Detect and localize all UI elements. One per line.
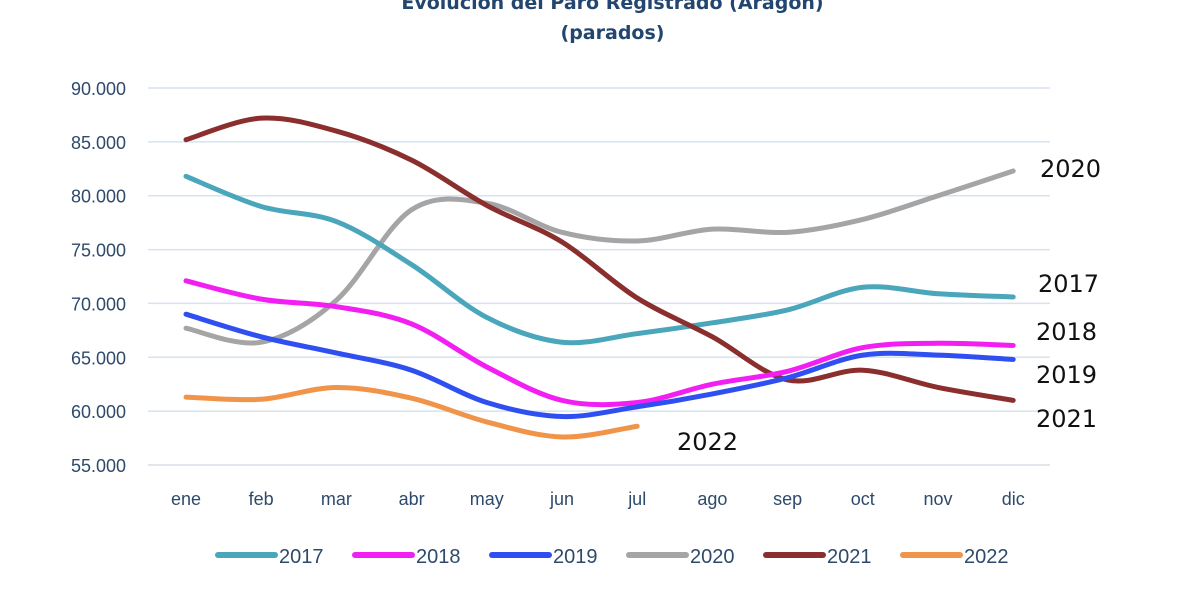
x-tick-label: oct xyxy=(851,489,875,509)
series-line-2022 xyxy=(183,384,640,440)
series-end-label: 2022 xyxy=(677,428,738,456)
x-tick-label: feb xyxy=(249,489,274,509)
x-tick-label: mar xyxy=(321,489,352,509)
series-end-label: 2018 xyxy=(1036,318,1097,346)
x-tick-label: jul xyxy=(627,489,646,509)
series-line-2018 xyxy=(183,278,1016,408)
x-tick-label: ago xyxy=(697,489,727,509)
chart-subtitle: (parados) xyxy=(560,22,665,44)
x-tick-label: jun xyxy=(549,489,574,509)
series-line-2019 xyxy=(183,311,1016,420)
y-tick-label: 90.000 xyxy=(71,79,126,99)
legend-label: 2020 xyxy=(690,546,735,568)
x-tick-label: may xyxy=(470,489,504,509)
x-tick-label: dic xyxy=(1002,489,1025,509)
y-tick-label: 80.000 xyxy=(71,187,126,207)
x-tick-label: nov xyxy=(923,489,952,509)
y-tick-label: 75.000 xyxy=(71,241,126,261)
chart-title: Evolución del Paro Registrado (Aragón) xyxy=(401,0,824,14)
legend-label: 2019 xyxy=(553,546,598,568)
series-end-label: 2021 xyxy=(1036,405,1097,433)
y-tick-label: 70.000 xyxy=(71,294,126,314)
x-tick-label: ene xyxy=(171,489,201,509)
x-tick-label: sep xyxy=(773,489,802,509)
y-tick-label: 85.000 xyxy=(71,133,126,153)
series-line-2017 xyxy=(183,173,1016,346)
legend-label: 2017 xyxy=(279,546,324,568)
legend-label: 2018 xyxy=(416,546,461,568)
series-end-label: 2020 xyxy=(1040,155,1101,183)
legend-label: 2022 xyxy=(964,546,1009,568)
series-line-2020 xyxy=(183,168,1016,346)
y-tick-label: 55.000 xyxy=(71,456,126,476)
legend-label: 2021 xyxy=(827,546,872,568)
x-tick-label: abr xyxy=(399,489,425,509)
y-tick-label: 60.000 xyxy=(71,402,126,422)
series-end-label: 2017 xyxy=(1038,270,1099,298)
series-line-2021 xyxy=(183,115,1016,403)
y-tick-label: 65.000 xyxy=(71,348,126,368)
series-end-label: 2019 xyxy=(1036,361,1097,389)
